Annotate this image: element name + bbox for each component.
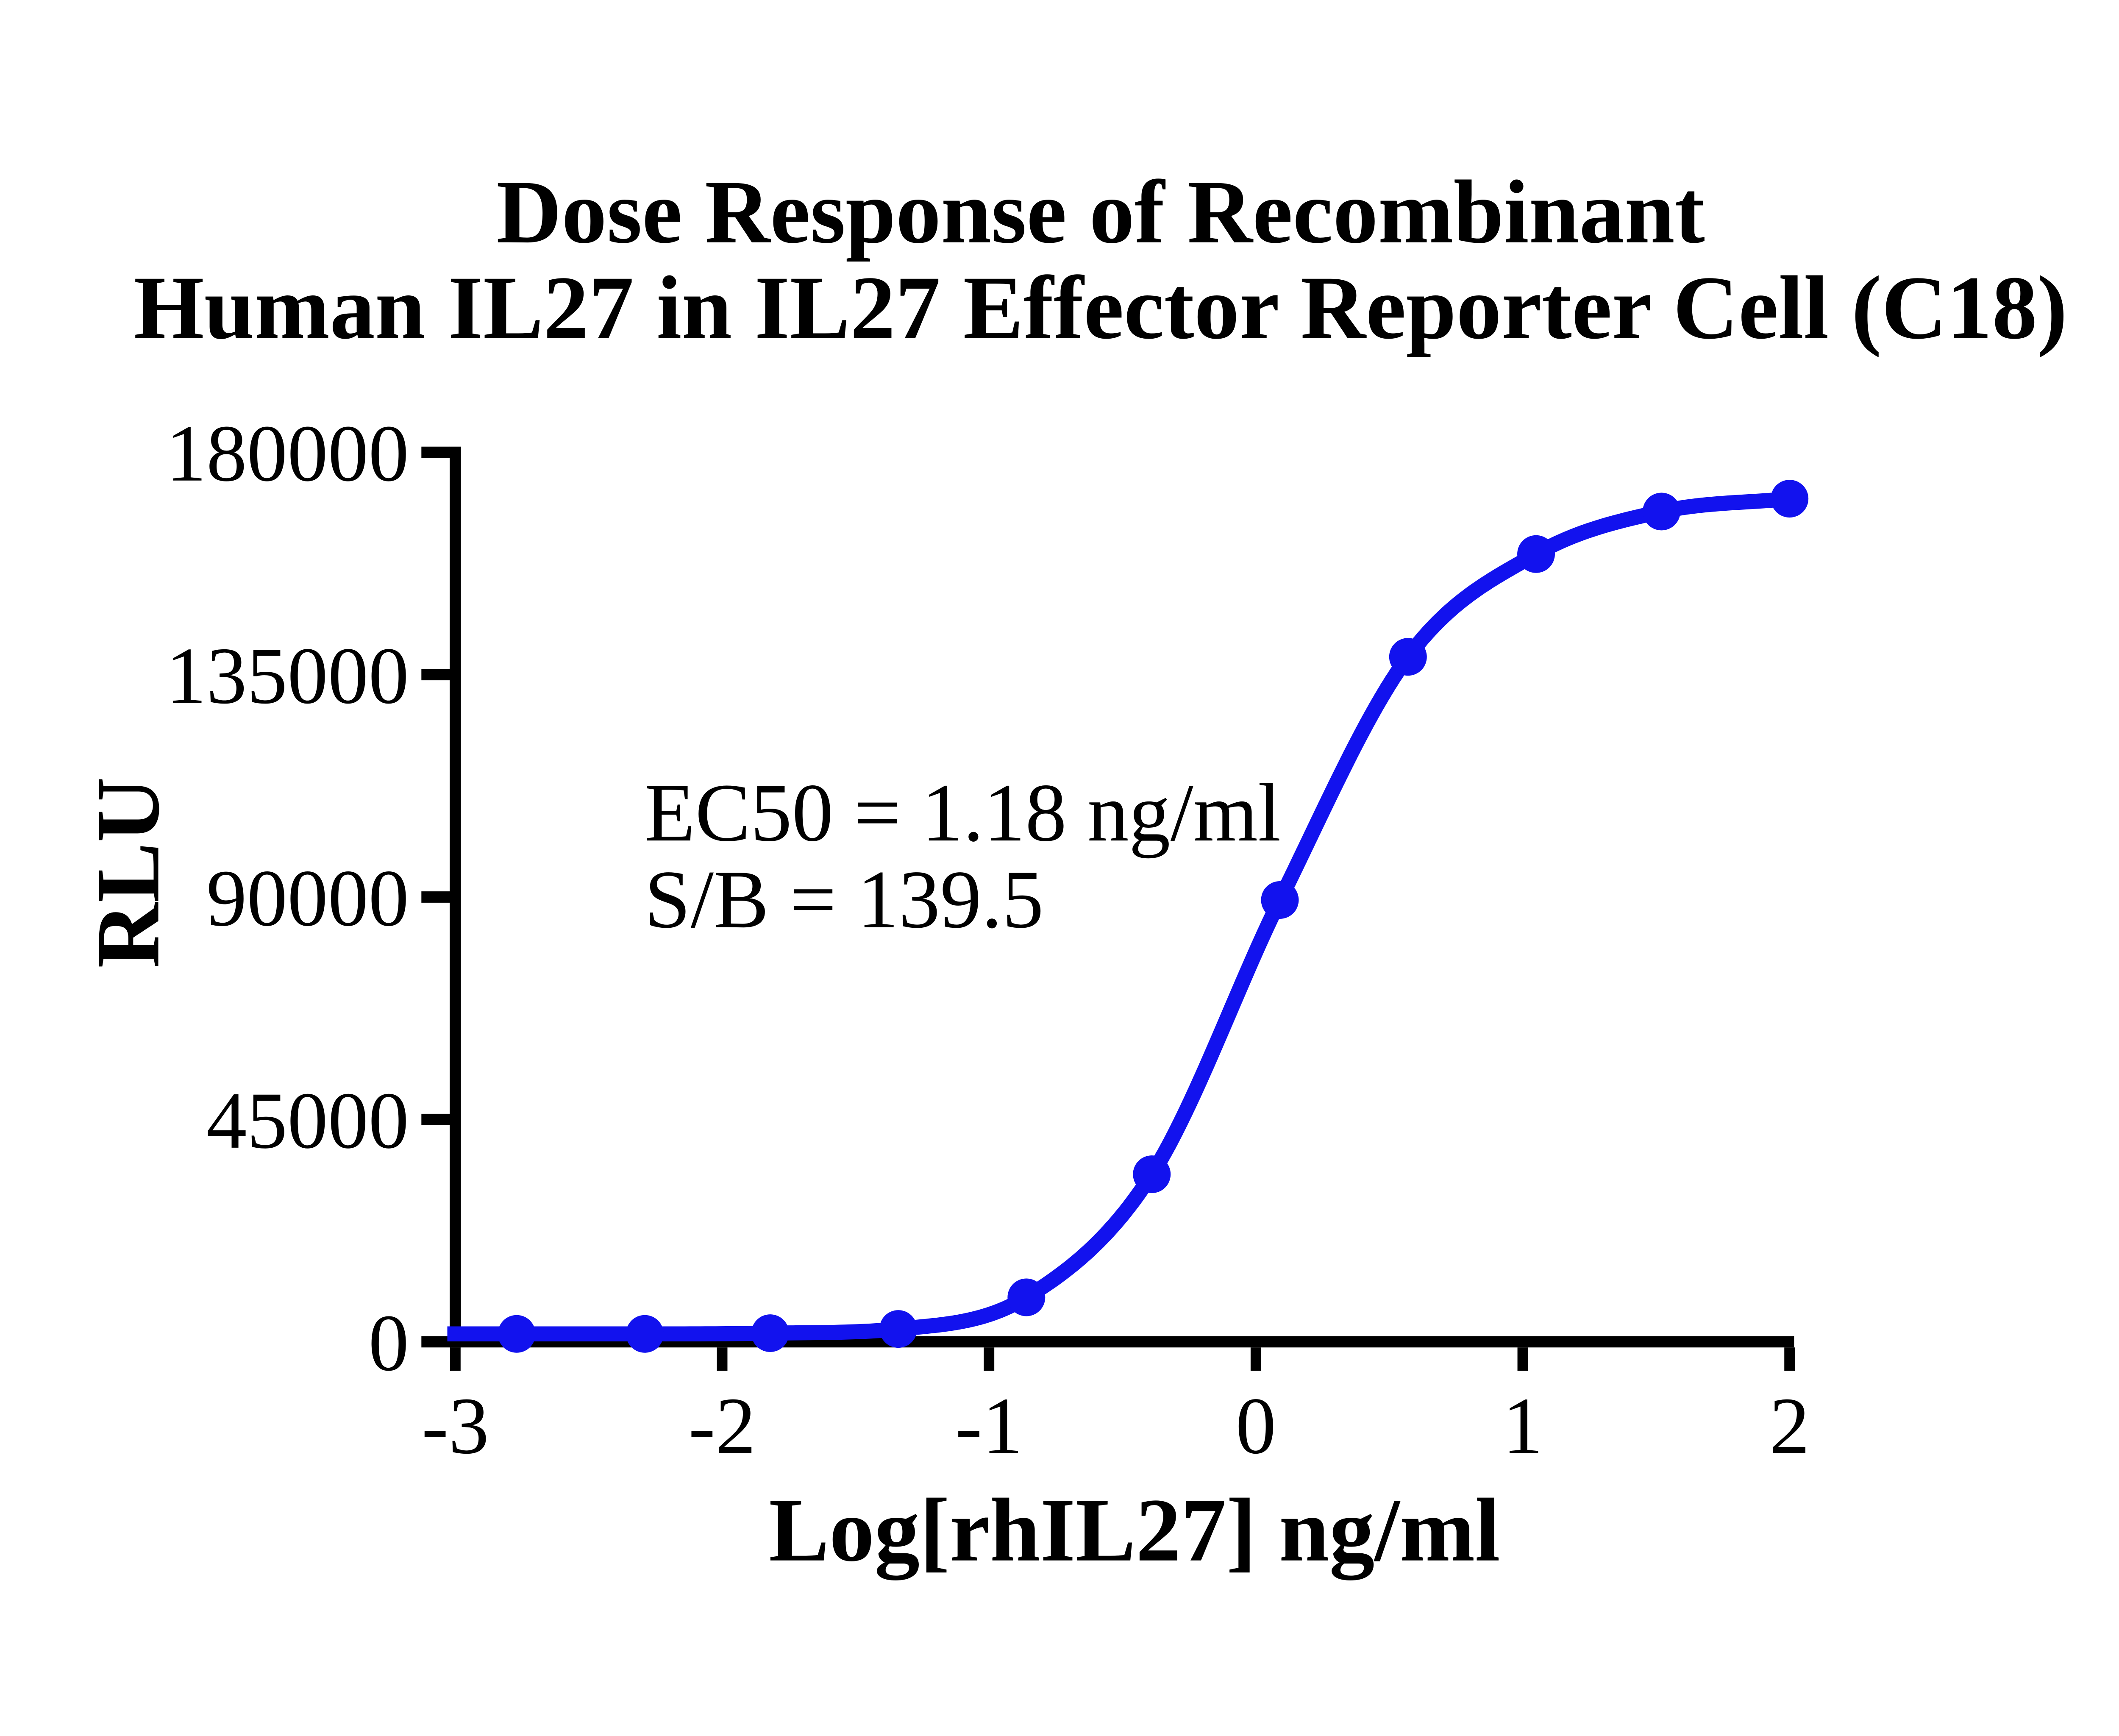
data-point xyxy=(751,1314,789,1352)
data-point xyxy=(498,1315,536,1353)
x-tick-label: 1 xyxy=(1502,1381,1543,1471)
y-tick-label: 90000 xyxy=(206,854,409,943)
fit-curve xyxy=(445,491,1792,1342)
y-tick-label: 45000 xyxy=(206,1076,409,1166)
data-points xyxy=(498,480,1809,1353)
chart-title-line1: Dose Response of Recombinant xyxy=(496,162,1705,262)
data-point xyxy=(1007,1278,1046,1316)
data-point xyxy=(1771,480,1809,518)
x-tick-label: 0 xyxy=(1236,1381,1276,1471)
y-tick-label: 135000 xyxy=(166,631,409,721)
data-point xyxy=(1133,1155,1171,1194)
y-tick-label: 0 xyxy=(368,1299,409,1388)
x-tick-label: -1 xyxy=(955,1381,1023,1471)
data-point xyxy=(1389,638,1427,676)
annotation-sb: S/B = 139.5 xyxy=(645,854,1044,946)
x-axis-title: Log[rhIL27] ng/ml xyxy=(769,1480,1500,1580)
y-axis-title: RLU xyxy=(78,777,178,968)
data-point xyxy=(1517,535,1555,573)
x-tick-label: -3 xyxy=(422,1381,489,1471)
x-tick-label: -2 xyxy=(688,1381,756,1471)
chart-title-line2: Human IL27 in IL27 Effector Reporter Cel… xyxy=(134,258,2068,358)
axes: 0 45000 90000 135000 180000 -3 -2 -1 0 1 2 xyxy=(166,409,1810,1471)
y-tick-label: 180000 xyxy=(166,409,409,498)
data-point xyxy=(879,1310,918,1348)
data-point xyxy=(1643,492,1680,531)
data-point xyxy=(626,1315,664,1353)
data-point xyxy=(1261,881,1299,919)
x-tick-label: 2 xyxy=(1769,1381,1810,1471)
annotation-ec50: EC50 = 1.18 ng/ml xyxy=(645,767,1281,859)
chart-background xyxy=(0,96,2119,1640)
